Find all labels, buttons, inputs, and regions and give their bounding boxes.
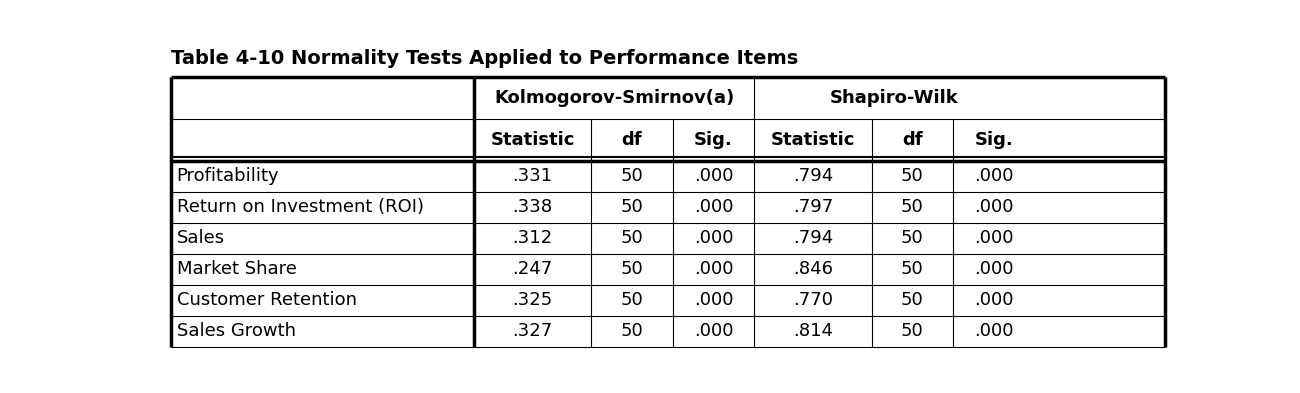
Text: .000: .000 bbox=[694, 322, 733, 340]
Text: 50: 50 bbox=[901, 167, 924, 185]
Text: .000: .000 bbox=[694, 230, 733, 247]
Text: 50: 50 bbox=[620, 291, 644, 309]
Text: .000: .000 bbox=[974, 322, 1014, 340]
Text: .814: .814 bbox=[793, 322, 833, 340]
Text: df: df bbox=[902, 131, 923, 149]
Text: 50: 50 bbox=[620, 167, 644, 185]
Text: Return on Investment (ROI): Return on Investment (ROI) bbox=[177, 198, 424, 217]
Text: Sig.: Sig. bbox=[975, 131, 1013, 149]
Text: .000: .000 bbox=[974, 230, 1014, 247]
Text: .000: .000 bbox=[694, 291, 733, 309]
Text: Table 4-10 Normality Tests Applied to Performance Items: Table 4-10 Normality Tests Applied to Pe… bbox=[170, 49, 798, 68]
Text: .247: .247 bbox=[512, 260, 552, 278]
Text: .338: .338 bbox=[512, 198, 552, 217]
Text: .000: .000 bbox=[974, 291, 1014, 309]
Text: Profitability: Profitability bbox=[177, 167, 280, 185]
Text: df: df bbox=[621, 131, 642, 149]
Text: .794: .794 bbox=[793, 167, 833, 185]
Text: 50: 50 bbox=[620, 322, 644, 340]
Text: 50: 50 bbox=[620, 230, 644, 247]
Text: Shapiro-Wilk: Shapiro-Wilk bbox=[831, 89, 959, 107]
Text: 50: 50 bbox=[901, 322, 924, 340]
Text: Kolmogorov-Smirnov(a): Kolmogorov-Smirnov(a) bbox=[494, 89, 734, 107]
Text: Sig.: Sig. bbox=[694, 131, 733, 149]
Text: .331: .331 bbox=[512, 167, 552, 185]
Text: 50: 50 bbox=[901, 260, 924, 278]
Text: Statistic: Statistic bbox=[771, 131, 855, 149]
Text: 50: 50 bbox=[620, 260, 644, 278]
Text: 50: 50 bbox=[901, 230, 924, 247]
Text: .000: .000 bbox=[974, 260, 1014, 278]
Text: .846: .846 bbox=[793, 260, 833, 278]
Text: 50: 50 bbox=[901, 291, 924, 309]
Text: .797: .797 bbox=[793, 198, 833, 217]
Text: .312: .312 bbox=[512, 230, 552, 247]
Text: 50: 50 bbox=[901, 198, 924, 217]
Text: .327: .327 bbox=[512, 322, 552, 340]
Text: .000: .000 bbox=[974, 198, 1014, 217]
Text: Sales: Sales bbox=[177, 230, 225, 247]
Text: Statistic: Statistic bbox=[490, 131, 575, 149]
Text: .325: .325 bbox=[512, 291, 552, 309]
Text: .794: .794 bbox=[793, 230, 833, 247]
Text: Market Share: Market Share bbox=[177, 260, 296, 278]
Text: .000: .000 bbox=[694, 260, 733, 278]
Text: .000: .000 bbox=[694, 198, 733, 217]
Text: Customer Retention: Customer Retention bbox=[177, 291, 356, 309]
Text: .000: .000 bbox=[974, 167, 1014, 185]
Text: Sales Growth: Sales Growth bbox=[177, 322, 295, 340]
Text: .770: .770 bbox=[793, 291, 833, 309]
Text: 50: 50 bbox=[620, 198, 644, 217]
Text: .000: .000 bbox=[694, 167, 733, 185]
